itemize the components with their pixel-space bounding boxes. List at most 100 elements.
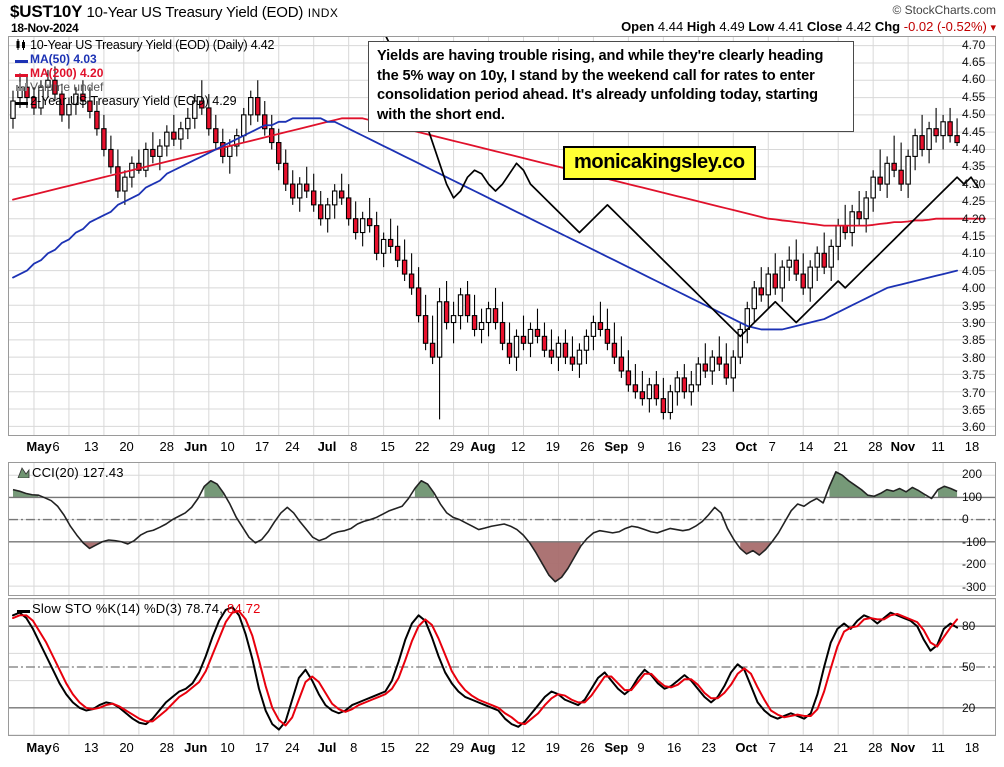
watermark-badge: monicakingsley.co bbox=[563, 146, 756, 180]
high-value: 4.49 bbox=[719, 19, 745, 34]
y-tick-label: 200 bbox=[962, 467, 983, 482]
two-year-line-icon bbox=[14, 95, 28, 109]
down-caret-icon: ▾ bbox=[990, 22, 996, 34]
x-tick-label: 11 bbox=[931, 439, 945, 454]
x-tick-label: 22 bbox=[415, 740, 430, 755]
price-y-axis: 4.70 4.65 4.60 4.55 4.50 4.45 4.40 4.35 4.30 4.25… bbox=[958, 36, 1004, 436]
x-tick-label: Nov bbox=[890, 740, 916, 755]
x-tick-label: 20 bbox=[119, 439, 134, 454]
y-tick-label: 4.15 bbox=[962, 229, 986, 243]
y-tick-label: -300 bbox=[962, 579, 987, 594]
x-tick-label: 16 bbox=[666, 439, 682, 454]
x-tick-label: 22 bbox=[415, 439, 430, 454]
legend-sto-d-value: 84.72 bbox=[227, 601, 261, 617]
x-axis-top: May 6 13 20 28 Jun 10 17 24 Jul 8 15 22 29 Aug 12 19 26 Se… bbox=[8, 437, 996, 461]
y-tick-label: 4.35 bbox=[962, 159, 986, 174]
x-tick-label: 18 bbox=[964, 740, 980, 755]
y-tick-label: 50 bbox=[962, 660, 976, 674]
legend-ma200-label: MA(200) 4.20 bbox=[30, 66, 104, 81]
y-tick-label: 4.40 bbox=[962, 142, 986, 157]
x-tick-label: 29 bbox=[449, 740, 465, 755]
legend-2year-label: 2-Year US Treasury Yield (EOD) 4.29 bbox=[30, 94, 237, 109]
x-tick-label: 21 bbox=[833, 740, 848, 755]
x-tick-label: 28 bbox=[159, 740, 175, 755]
close-value: 4.42 bbox=[845, 19, 872, 34]
sto-chart-panel[interactable] bbox=[8, 598, 996, 736]
x-tick-label: 21 bbox=[833, 439, 848, 454]
legend-row-ma50: MA(50) 4.03 bbox=[14, 53, 274, 67]
x-tick-label: 17 bbox=[254, 740, 270, 755]
sto-line-icon bbox=[16, 602, 30, 616]
x-tick-label: 15 bbox=[380, 439, 395, 454]
legend-ma50-label: MA(50) 4.03 bbox=[30, 52, 97, 67]
y-tick-label: 3.65 bbox=[962, 402, 986, 417]
open-value: 4.44 bbox=[657, 19, 684, 34]
high-label: High bbox=[686, 19, 716, 34]
x-tick-label: 9 bbox=[637, 439, 645, 454]
volume-bars-icon bbox=[14, 81, 28, 95]
x-tick-label: 13 bbox=[84, 740, 99, 755]
y-tick-label: 3.60 bbox=[962, 420, 986, 435]
quote-bar: Open 4.44 High 4.49 Low 4.41 Close 4.42 … bbox=[621, 19, 996, 34]
y-tick-label: 4.60 bbox=[962, 72, 986, 87]
symbol-ticker: $UST10Y bbox=[10, 2, 82, 21]
x-tick-label: Sep bbox=[604, 740, 629, 755]
legend-row-ma200: MA(200) 4.20 bbox=[14, 67, 274, 81]
x-tick-label: May bbox=[26, 740, 52, 755]
legend-row-2year: 2-Year US Treasury Yield (EOD) 4.29 bbox=[14, 95, 274, 109]
y-tick-label: -100 bbox=[962, 534, 987, 549]
x-tick-label: 6 bbox=[52, 740, 60, 755]
chg-label: Chg bbox=[874, 19, 901, 34]
x-tick-label: May bbox=[26, 439, 52, 454]
x-tick-label: 15 bbox=[380, 740, 395, 755]
legend-row-sto: Slow STO %K(14) %D(3) 78.74, 84.72 bbox=[16, 602, 261, 616]
x-tick-label: 14 bbox=[798, 439, 814, 454]
y-tick-label: 4.70 bbox=[962, 37, 986, 52]
x-tick-label: 20 bbox=[119, 740, 134, 755]
x-tick-label: Jun bbox=[184, 740, 208, 755]
x-tick-label: 11 bbox=[931, 740, 945, 755]
chart-date: 18-Nov-2024 bbox=[11, 21, 79, 35]
legend-cci-label: CCI(20) 127.43 bbox=[32, 465, 124, 481]
legend-sto-label: Slow STO %K(14) %D(3) 78.74, bbox=[32, 601, 224, 617]
x-tick-label: 6 bbox=[52, 439, 60, 454]
x-tick-label: 14 bbox=[798, 740, 814, 755]
x-tick-label: 29 bbox=[449, 439, 465, 454]
x-tick-label: Aug bbox=[470, 439, 496, 454]
cci-plot bbox=[9, 463, 995, 595]
ma50-line-icon bbox=[14, 53, 28, 67]
chg-value: -0.02 (-0.52%) bbox=[903, 19, 987, 34]
symbol-header: $UST10Y 10-Year US Treasury Yield (EOD) … bbox=[10, 2, 338, 22]
x-tick-label: Oct bbox=[735, 740, 758, 755]
symbol-exchange: INDX bbox=[307, 6, 339, 20]
x-tick-label: Aug bbox=[470, 740, 496, 755]
y-tick-label: 4.25 bbox=[962, 194, 986, 209]
close-label: Close bbox=[806, 19, 843, 34]
y-tick-label: 4.20 bbox=[962, 211, 986, 226]
x-tick-label: 24 bbox=[285, 740, 300, 755]
ma200-line-icon bbox=[14, 67, 28, 81]
y-tick-label: 4.00 bbox=[962, 281, 986, 296]
y-tick-label: 3.70 bbox=[962, 385, 986, 400]
x-tick-label: Nov bbox=[890, 439, 916, 454]
candlestick-icon bbox=[14, 38, 28, 54]
chart-header: $UST10Y 10-Year US Treasury Yield (EOD) … bbox=[0, 0, 1004, 35]
cci-chart-panel[interactable] bbox=[8, 462, 996, 596]
x-tick-label: 10 bbox=[220, 439, 235, 454]
y-tick-label: 0 bbox=[962, 512, 969, 527]
legend-price-label: 10-Year US Treasury Yield (EOD) (Daily) … bbox=[30, 38, 275, 53]
x-tick-label: 23 bbox=[701, 740, 716, 755]
cci-legend: CCI(20) 127.43 bbox=[16, 466, 124, 480]
y-tick-label: 4.05 bbox=[962, 263, 986, 278]
y-tick-label: 4.50 bbox=[962, 107, 986, 122]
legend-row-cci: CCI(20) 127.43 bbox=[16, 466, 124, 480]
stockcharts-brand: © StockCharts.com bbox=[892, 3, 996, 17]
y-tick-label: 3.85 bbox=[962, 333, 986, 348]
legend-volume-label: Volume undef bbox=[30, 80, 104, 95]
x-tick-label: Jul bbox=[317, 439, 337, 454]
price-plot bbox=[9, 37, 995, 435]
x-tick-label: 17 bbox=[254, 439, 270, 454]
sto-y-axis: 80 50 20 bbox=[958, 598, 1004, 736]
annotation-textbox[interactable]: Yields are having trouble rising, and wh… bbox=[368, 41, 854, 132]
x-tick-label: 12 bbox=[510, 439, 526, 454]
